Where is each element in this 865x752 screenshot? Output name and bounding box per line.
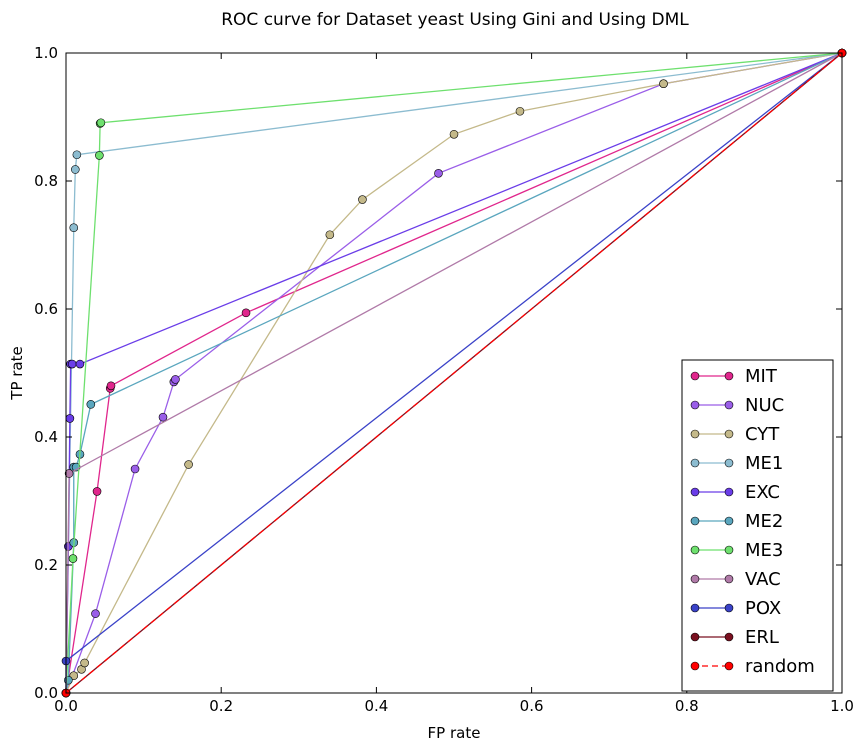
data-point-vac: [64, 469, 74, 478]
plot-area: [61, 48, 847, 698]
legend-item-nuc: NUC: [690, 395, 784, 416]
legend-marker: [724, 661, 734, 671]
legend-marker: [724, 574, 734, 584]
data-point-nuc: [171, 375, 180, 384]
x-tick-label: 1.0: [830, 697, 854, 715]
legend-item-random: random: [690, 656, 815, 677]
data-point-nuc: [434, 169, 443, 178]
y-tick-label: 0.4: [34, 428, 58, 446]
x-tick-label: 0.4: [364, 697, 388, 715]
series-cyt: [61, 48, 847, 698]
data-point-me2: [86, 400, 96, 409]
data-point-exc: [65, 414, 75, 423]
legend-marker: [724, 632, 734, 642]
data-point-cyt: [80, 658, 89, 668]
legend-item-me2: ME2: [690, 511, 783, 532]
legend-marker: [690, 632, 700, 642]
legend-item-mit: MIT: [690, 366, 778, 387]
plot-frame: [65, 52, 843, 694]
data-point-mit: [241, 308, 251, 318]
data-point-exc: [75, 359, 85, 369]
legend: MIT NUC CYT ME1 EXC ME2 ME3 VAC POX ERL random: [681, 359, 834, 692]
legend-item-pox: POX: [690, 598, 781, 619]
axis-ticks: 0.0 0.2 0.4 0.6 0.8 1.0 0.0 0.2 0.4 0.6 0.8 1.0: [34, 44, 854, 715]
legend-label: ERL: [745, 627, 779, 648]
legend-marker: [724, 400, 734, 410]
x-tick-label: 0.2: [209, 697, 233, 715]
legend-label: CYT: [745, 424, 780, 445]
legend-item-me3: ME3: [690, 540, 783, 561]
legend-marker: [724, 545, 734, 555]
legend-marker: [690, 371, 700, 381]
y-tick-label: 0.8: [34, 172, 58, 190]
data-point-cyt: [449, 129, 459, 139]
legend-marker: [690, 661, 700, 671]
legend-label: NUC: [745, 395, 784, 416]
legend-marker: [690, 429, 700, 439]
legend-marker: [690, 400, 700, 410]
data-point-me3: [95, 151, 104, 160]
data-point-cyt: [358, 195, 367, 204]
data-point-me1: [72, 150, 82, 160]
y-tick-label: 1.0: [34, 44, 58, 62]
legend-item-cyt: CYT: [690, 424, 780, 445]
legend-marker: [724, 487, 734, 497]
legend-marker: [690, 458, 700, 468]
y-axis-label: TP rate: [8, 346, 26, 400]
data-point-me1: [71, 165, 80, 174]
data-point-me1: [69, 223, 79, 233]
data-point-me3: [68, 554, 78, 563]
data-point-mit: [92, 487, 102, 496]
data-point-cyt: [515, 106, 525, 116]
legend-label: EXC: [745, 482, 780, 503]
legend-label: ME2: [745, 511, 783, 532]
data-point-cyt: [325, 230, 335, 240]
legend-label: VAC: [745, 569, 781, 590]
legend-label: ME3: [745, 540, 783, 561]
legend-marker: [690, 516, 700, 526]
legend-marker: [724, 516, 734, 526]
legend-item-me1: ME1: [690, 453, 783, 474]
data-point-nuc: [91, 609, 100, 618]
legend-marker: [690, 487, 700, 497]
legend-marker: [724, 603, 734, 613]
data-point-cyt: [659, 79, 668, 89]
legend-label: POX: [745, 598, 781, 619]
chart-title: ROC curve for Dataset yeast Using Gini a…: [221, 10, 689, 30]
data-point-nuc: [130, 464, 140, 474]
legend-marker: [690, 545, 700, 555]
x-tick-label: 0.8: [675, 697, 699, 715]
series-line-me3: [65, 52, 843, 694]
legend-marker: [690, 603, 700, 613]
x-axis-label: FP rate: [428, 724, 481, 742]
legend-marker: [724, 371, 734, 381]
legend-label: ME1: [745, 453, 783, 474]
legend-marker: [724, 458, 734, 468]
y-tick-label: 0.6: [34, 300, 58, 318]
y-tick-label: 0.2: [34, 556, 58, 574]
series-line-random: [65, 52, 843, 694]
data-point-exc: [67, 359, 77, 369]
data-point-cyt: [184, 460, 193, 469]
legend-marker: [724, 429, 734, 439]
data-point-nuc: [158, 412, 168, 422]
x-tick-label: 0.0: [54, 697, 78, 715]
legend-item-erl: ERL: [690, 627, 779, 648]
y-tick-label: 0.0: [34, 684, 58, 702]
data-point-mit: [106, 381, 116, 391]
legend-item-vac: VAC: [690, 569, 781, 590]
data-point-me3: [96, 118, 106, 128]
legend-marker: [690, 574, 700, 584]
legend-label: random: [745, 656, 815, 677]
legend-label: MIT: [745, 366, 778, 387]
x-tick-label: 0.6: [520, 697, 544, 715]
legend-item-exc: EXC: [690, 482, 780, 503]
legend-box: [681, 359, 834, 692]
